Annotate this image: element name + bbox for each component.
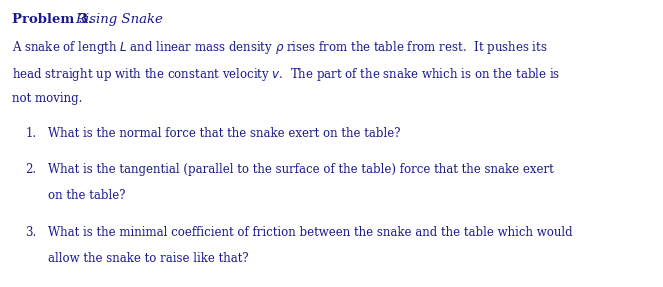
Text: Problem 3.: Problem 3. xyxy=(12,13,93,26)
Text: A snake of length $L$ and linear mass density $\rho$ rises from the table from r: A snake of length $L$ and linear mass de… xyxy=(12,39,548,56)
Text: not moving.: not moving. xyxy=(12,92,82,105)
Text: 3.: 3. xyxy=(25,226,36,239)
Text: What is the tangential (parallel to the surface of the table) force that the sna: What is the tangential (parallel to the … xyxy=(48,163,554,176)
Text: What is the minimal coefficient of friction between the snake and the table whic: What is the minimal coefficient of frict… xyxy=(48,226,572,239)
Text: on the table?: on the table? xyxy=(48,189,125,202)
Text: What is the normal force that the snake exert on the table?: What is the normal force that the snake … xyxy=(48,127,400,139)
Text: allow the snake to raise like that?: allow the snake to raise like that? xyxy=(48,252,249,265)
Text: head straight up with the constant velocity $v$.  The part of the snake which is: head straight up with the constant veloc… xyxy=(12,66,560,83)
Text: Rising Snake: Rising Snake xyxy=(75,13,163,26)
Text: 2.: 2. xyxy=(25,163,36,176)
Text: 1.: 1. xyxy=(25,127,36,139)
